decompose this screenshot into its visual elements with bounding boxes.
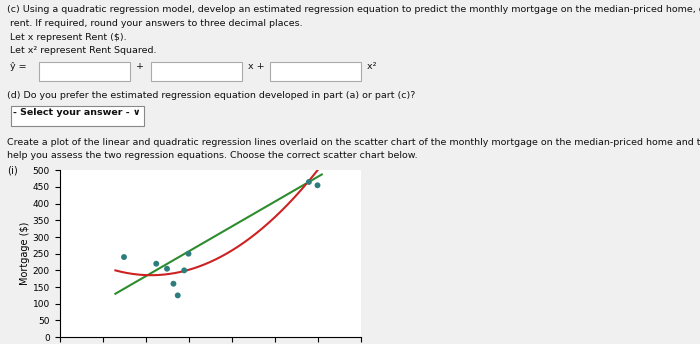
Text: Let x² represent Rent Squared.: Let x² represent Rent Squared.	[10, 46, 157, 55]
Point	[168, 281, 179, 287]
Point	[150, 261, 162, 267]
Text: help you assess the two regression equations. Choose the correct scatter chart b: help you assess the two regression equat…	[7, 151, 418, 160]
Text: x²: x²	[364, 62, 377, 71]
Point	[172, 293, 183, 298]
Point	[178, 268, 190, 273]
Text: (i): (i)	[7, 165, 18, 175]
Text: (d) Do you prefer the estimated regression equation developed in part (a) or par: (d) Do you prefer the estimated regressi…	[7, 91, 415, 100]
Text: +: +	[133, 62, 144, 71]
Point	[183, 251, 194, 257]
Text: ŷ =: ŷ =	[10, 62, 27, 71]
Point	[162, 266, 173, 271]
Text: rent. If required, round your answers to three decimal places.: rent. If required, round your answers to…	[10, 19, 303, 28]
Point	[312, 183, 323, 188]
Text: Let x represent Rent ($).: Let x represent Rent ($).	[10, 33, 127, 42]
Y-axis label: Mortgage ($): Mortgage ($)	[20, 222, 30, 286]
Text: - Select your answer - ∨: - Select your answer - ∨	[13, 108, 140, 117]
Text: Create a plot of the linear and quadratic regression lines overlaid on the scatt: Create a plot of the linear and quadrati…	[7, 138, 700, 147]
Point	[118, 254, 130, 260]
Text: (c) Using a quadratic regression model, develop an estimated regression equation: (c) Using a quadratic regression model, …	[7, 5, 700, 14]
Point	[303, 179, 314, 185]
Text: x +: x +	[245, 62, 265, 71]
